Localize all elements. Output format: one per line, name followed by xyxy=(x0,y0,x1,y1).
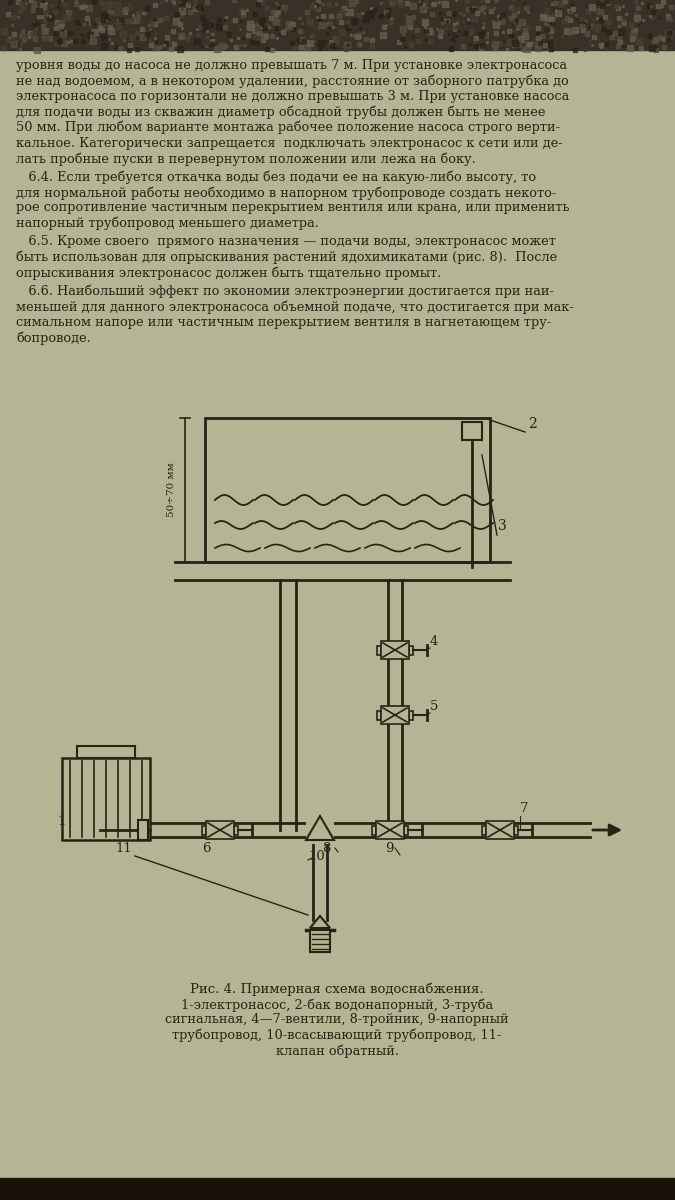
Text: напорный трубопровод меньшего диаметра.: напорный трубопровод меньшего диаметра. xyxy=(16,217,319,230)
Bar xyxy=(372,826,376,834)
Bar xyxy=(376,821,404,839)
Bar xyxy=(409,710,413,720)
Text: 6: 6 xyxy=(202,842,211,854)
Text: 6.4. Если требуется откачка воды без подачи ее на какую-либо высоту, то: 6.4. Если требуется откачка воды без под… xyxy=(16,170,536,184)
Text: клапан обратный.: клапан обратный. xyxy=(275,1044,398,1058)
Text: бопроводе.: бопроводе. xyxy=(16,331,90,346)
Bar xyxy=(306,816,334,844)
Bar xyxy=(381,641,409,659)
Text: кальное. Категорически запрещается  подключать электронасос к сети или де-: кальное. Категорически запрещается подкл… xyxy=(16,137,563,150)
Text: сигнальная, 4—7-вентили, 8-тройник, 9-напорный: сигнальная, 4—7-вентили, 8-тройник, 9-на… xyxy=(165,1014,509,1026)
Text: 5: 5 xyxy=(430,700,438,713)
Text: 1-электронасос, 2-бак водонапорный, 3-труба: 1-электронасос, 2-бак водонапорный, 3-тр… xyxy=(181,998,493,1012)
Bar xyxy=(514,826,518,834)
Bar xyxy=(482,826,486,834)
Text: быть использован для опрыскивания растений ядохимикатами (рис. 8).  После: быть использован для опрыскивания растен… xyxy=(16,251,558,264)
Bar xyxy=(202,826,206,834)
Text: Рис. 4. Примерная схема водоснабжения.: Рис. 4. Примерная схема водоснабжения. xyxy=(190,982,484,996)
Text: для нормальной работы необходимо в напорном трубопроводе создать некото-: для нормальной работы необходимо в напор… xyxy=(16,186,556,199)
Text: уровня воды до насоса не должно превышать 7 м. При установке электронасоса: уровня воды до насоса не должно превышат… xyxy=(16,59,567,72)
Text: 3: 3 xyxy=(498,518,507,533)
Bar xyxy=(138,820,148,840)
Text: лать пробные пуски в перевернутом положении или лежа на боку.: лать пробные пуски в перевернутом положе… xyxy=(16,152,476,166)
Bar xyxy=(377,646,381,654)
Bar xyxy=(234,826,238,834)
Bar xyxy=(0,0,675,50)
Bar xyxy=(404,826,408,834)
Bar xyxy=(409,646,413,654)
Bar xyxy=(310,930,330,952)
Text: 9: 9 xyxy=(385,842,394,854)
Text: меньшей для данного электронасоса объемной подаче, что достигается при мак-: меньшей для данного электронасоса объемн… xyxy=(16,300,574,314)
Text: 10: 10 xyxy=(308,850,325,863)
Text: трубопровод, 10-всасывающий трубопровод, 11-: трубопровод, 10-всасывающий трубопровод,… xyxy=(172,1028,502,1043)
Bar xyxy=(462,422,482,440)
Bar xyxy=(62,758,150,840)
Bar xyxy=(205,418,490,562)
Bar xyxy=(381,706,409,724)
Bar xyxy=(206,821,234,839)
Text: электронасоса по горизонтали не должно превышать 3 м. При установке насоса: электронасоса по горизонтали не должно п… xyxy=(16,90,569,103)
Text: для подачи воды из скважин диаметр обсадной трубы должен быть не менее: для подачи воды из скважин диаметр обсад… xyxy=(16,106,545,119)
Text: не над водоемом, а в некотором удалении, расстояние от заборного патрубка до: не над водоемом, а в некотором удалении,… xyxy=(16,74,569,88)
Text: 50÷70 мм: 50÷70 мм xyxy=(167,463,176,517)
Bar xyxy=(486,821,514,839)
Bar xyxy=(0,1178,675,1200)
Text: опрыскивания электронасос должен быть тщательно промыт.: опрыскивания электронасос должен быть тщ… xyxy=(16,266,441,280)
Text: 4: 4 xyxy=(430,635,438,648)
Text: 2: 2 xyxy=(528,416,537,431)
Text: 11: 11 xyxy=(115,842,132,854)
Text: 50 мм. При любом варианте монтажа рабочее положение насоса строго верти-: 50 мм. При любом варианте монтажа рабоче… xyxy=(16,121,560,134)
Text: 6.6. Наибольший эффект по экономии электроэнергии достигается при наи-: 6.6. Наибольший эффект по экономии элект… xyxy=(16,284,554,299)
Bar xyxy=(77,746,135,758)
Text: 8: 8 xyxy=(322,842,330,854)
Text: 6.5. Кроме своего  прямого назначения — подачи воды, электронасос может: 6.5. Кроме своего прямого назначения — п… xyxy=(16,235,556,248)
Bar xyxy=(377,710,381,720)
Text: 7: 7 xyxy=(520,802,529,815)
Text: 1: 1 xyxy=(57,815,65,828)
Text: симальном напоре или частичным перекрытием вентиля в нагнетающем тру-: симальном напоре или частичным перекрыти… xyxy=(16,316,551,329)
Text: рое сопротивление частичным перекрытием вентиля или крана, или применить: рое сопротивление частичным перекрытием … xyxy=(16,202,570,215)
